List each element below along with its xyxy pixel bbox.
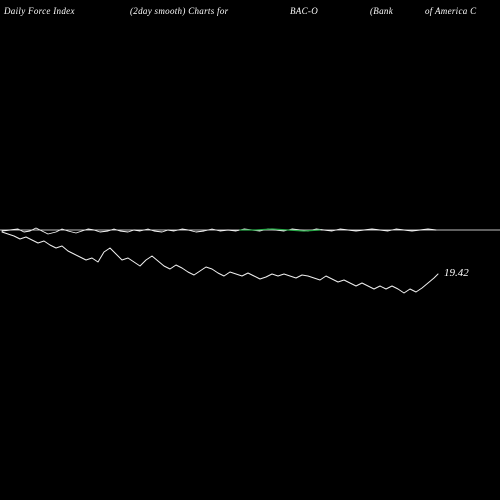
price-end-value: 19.42	[444, 267, 469, 279]
chart-area: 19.42	[0, 0, 500, 500]
chart-svg	[0, 0, 500, 500]
